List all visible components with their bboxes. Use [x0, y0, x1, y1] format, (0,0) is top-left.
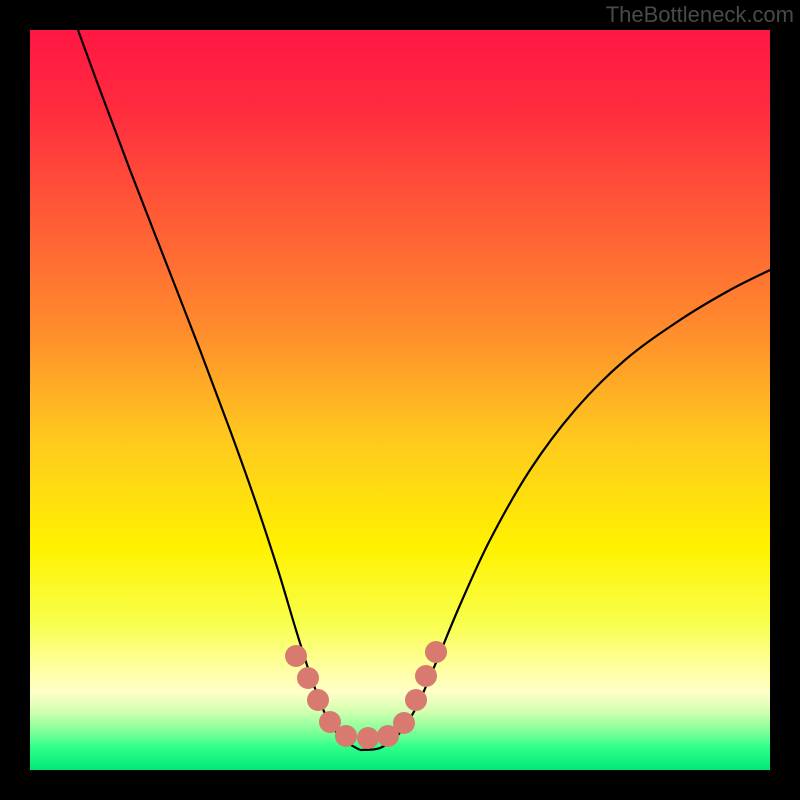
curve-marker — [307, 689, 329, 711]
watermark-text: TheBottleneck.com — [606, 2, 794, 28]
curve-marker — [357, 727, 379, 749]
curve-marker — [425, 641, 447, 663]
curve-marker — [297, 667, 319, 689]
chart-curve-layer — [30, 30, 770, 770]
curve-markers — [285, 641, 447, 749]
bottleneck-curve-left — [78, 30, 360, 750]
curve-marker — [393, 712, 415, 734]
curve-marker — [335, 725, 357, 747]
chart-container — [30, 30, 770, 770]
curve-marker — [405, 689, 427, 711]
curve-marker — [415, 665, 437, 687]
curve-marker — [285, 645, 307, 667]
